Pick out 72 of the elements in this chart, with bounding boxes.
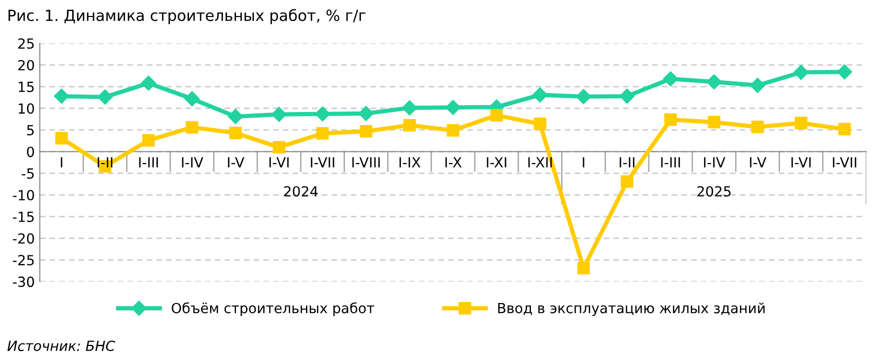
x-tick-label: I-IV xyxy=(182,157,204,168)
y-tick-label: -10 xyxy=(12,190,34,200)
x-tick-label: I-IV xyxy=(704,157,726,168)
point xyxy=(751,120,764,134)
x-tick-label: I-V xyxy=(228,157,244,168)
x-tick-label: I-VIII xyxy=(352,157,380,168)
x-tick-label: I-III xyxy=(661,157,680,168)
x-tick-label: I-VI xyxy=(269,157,289,168)
point xyxy=(229,126,242,140)
point xyxy=(140,76,156,91)
point xyxy=(358,106,374,122)
y-tick-label: 25 xyxy=(18,38,34,49)
text: Источник: БНС xyxy=(7,340,116,352)
point xyxy=(662,71,678,86)
x-tick-label: I-II xyxy=(98,157,112,168)
annotation: 2025 xyxy=(697,186,731,197)
point xyxy=(184,91,200,106)
x-tick-label: I-X xyxy=(445,157,462,168)
y-tick-label: -30 xyxy=(12,276,34,288)
y-tick-label: 10 xyxy=(18,103,34,114)
point xyxy=(186,121,198,134)
point xyxy=(577,262,590,274)
point xyxy=(838,122,851,136)
x-tick-label: I-VII xyxy=(310,157,334,168)
point xyxy=(708,116,720,128)
x-tick-label: I-II xyxy=(620,157,634,168)
y-tick-label: 0 xyxy=(27,146,34,158)
point xyxy=(706,74,722,90)
x-tick-label: I-III xyxy=(139,157,158,168)
x-tick-label: I-VI xyxy=(791,157,811,168)
y-tick-label: -20 xyxy=(12,233,34,244)
point xyxy=(314,106,330,122)
annotation: 2024 xyxy=(284,186,318,197)
y-tick-label: 5 xyxy=(27,125,34,136)
point xyxy=(750,78,766,93)
point xyxy=(793,64,809,80)
legend-label: Объём строительных работ xyxy=(172,302,374,316)
point xyxy=(55,132,68,144)
point xyxy=(576,89,592,104)
point xyxy=(54,88,70,104)
x-tick-label: I-VII xyxy=(832,157,856,168)
legend-label: Ввод в эксплуатацию жилых зданий xyxy=(498,302,765,316)
point xyxy=(97,89,113,105)
y-tick-label: -25 xyxy=(12,254,34,266)
point xyxy=(142,134,155,147)
point xyxy=(490,108,503,122)
point xyxy=(446,124,460,137)
point xyxy=(272,141,286,154)
point xyxy=(228,108,244,124)
point xyxy=(794,116,808,130)
point xyxy=(837,64,852,80)
point xyxy=(360,125,372,138)
point xyxy=(534,118,546,130)
y-tick-label: -15 xyxy=(12,212,34,222)
point xyxy=(664,113,677,126)
point xyxy=(619,88,635,104)
point xyxy=(402,100,418,116)
point xyxy=(532,87,548,102)
point xyxy=(620,175,634,188)
y-tick-label: -5 xyxy=(22,168,34,179)
point xyxy=(445,100,461,116)
x-tick-label: I xyxy=(582,157,584,168)
point xyxy=(403,118,416,132)
x-tick-label: I-V xyxy=(750,157,766,168)
point xyxy=(316,127,329,140)
y-tick-label: 15 xyxy=(18,82,34,92)
x-tick-label: I-IX xyxy=(400,157,420,168)
chart-title: Рис. 1. Динамика строительных работ, % г/г xyxy=(8,9,366,24)
y-tick-label: 20 xyxy=(18,60,34,70)
x-tick-label: I xyxy=(60,157,62,168)
x-tick-label: I-XI xyxy=(486,157,506,168)
point xyxy=(271,106,287,122)
